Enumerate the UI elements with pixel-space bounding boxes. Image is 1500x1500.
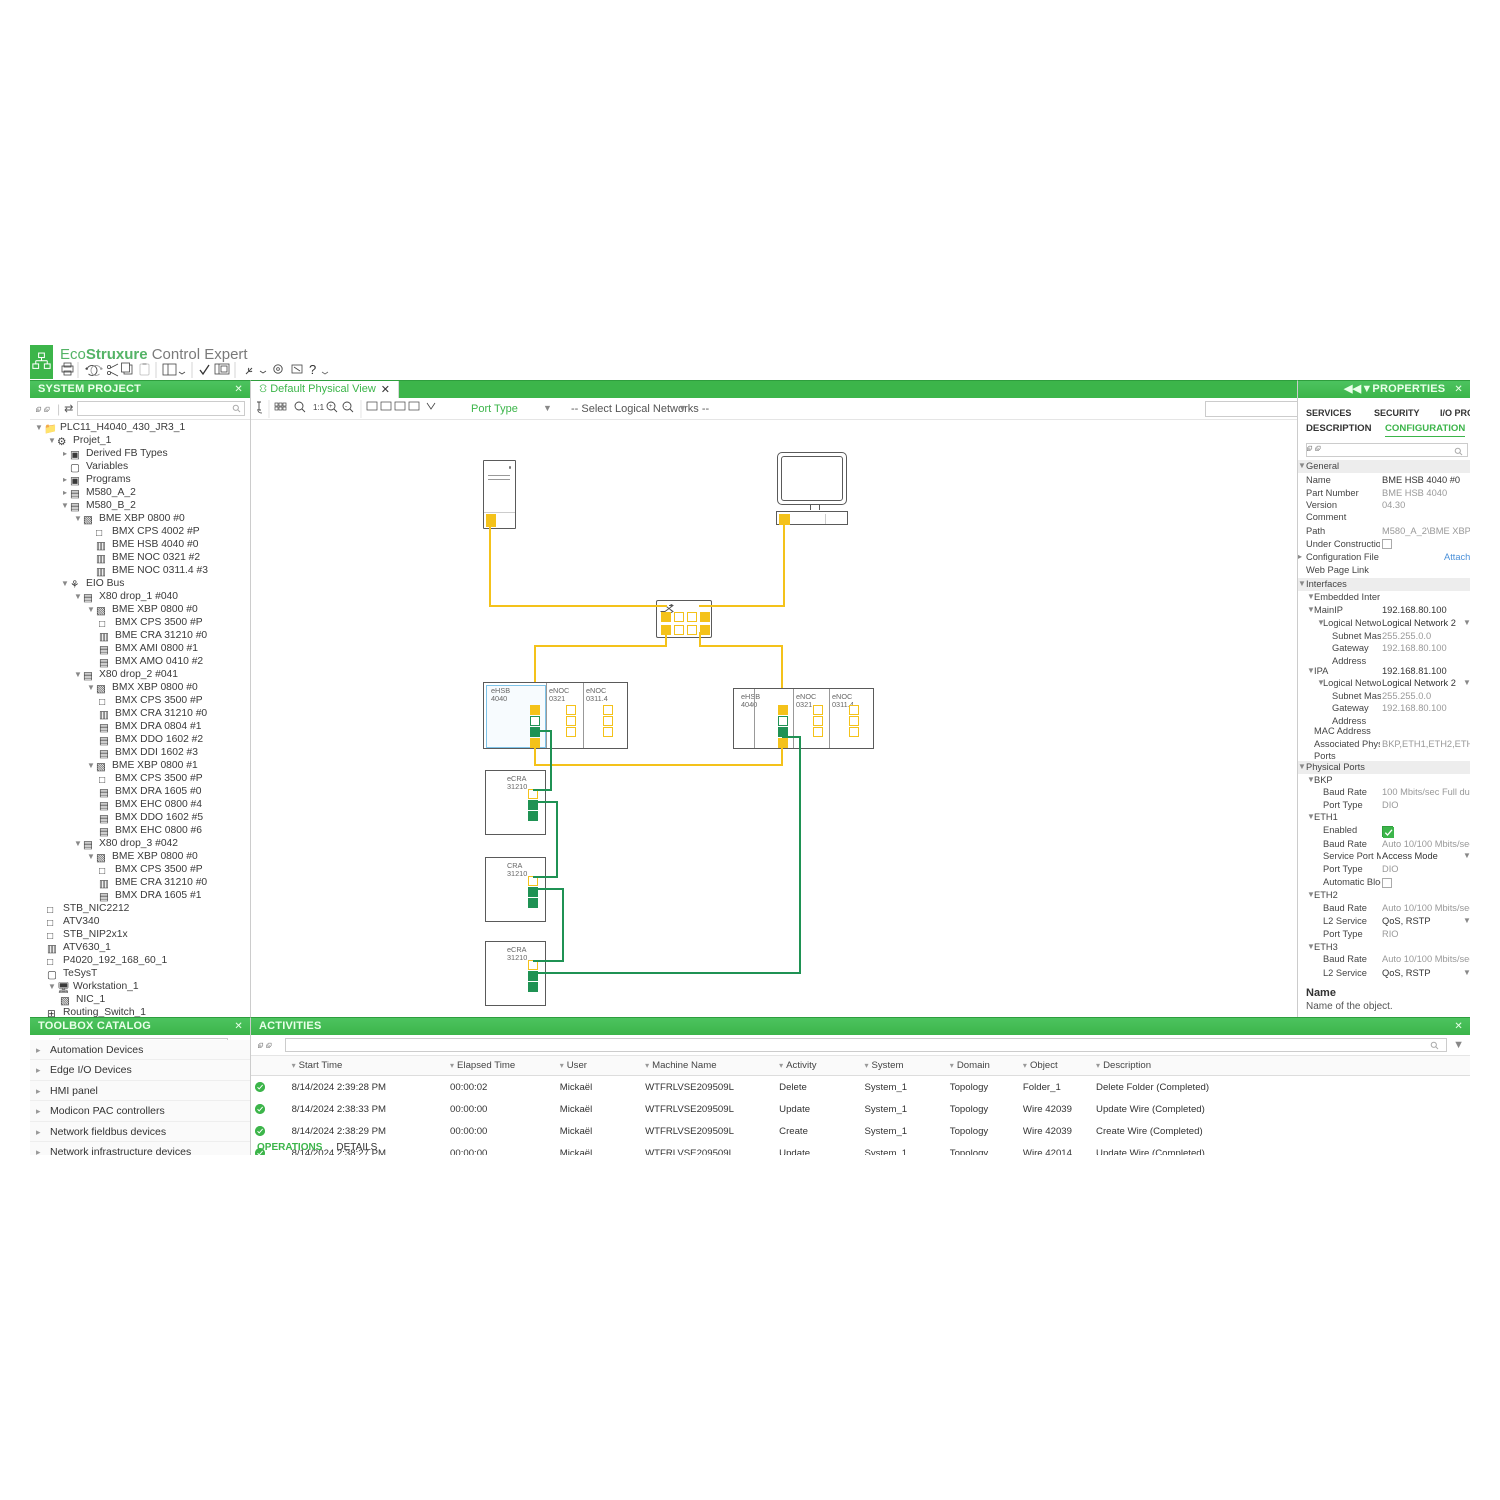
svg-text:-: -: [345, 404, 347, 410]
svg-text:+: +: [329, 404, 333, 410]
svg-text:?: ?: [309, 362, 317, 377]
svg-text:1:1: 1:1: [313, 403, 325, 412]
